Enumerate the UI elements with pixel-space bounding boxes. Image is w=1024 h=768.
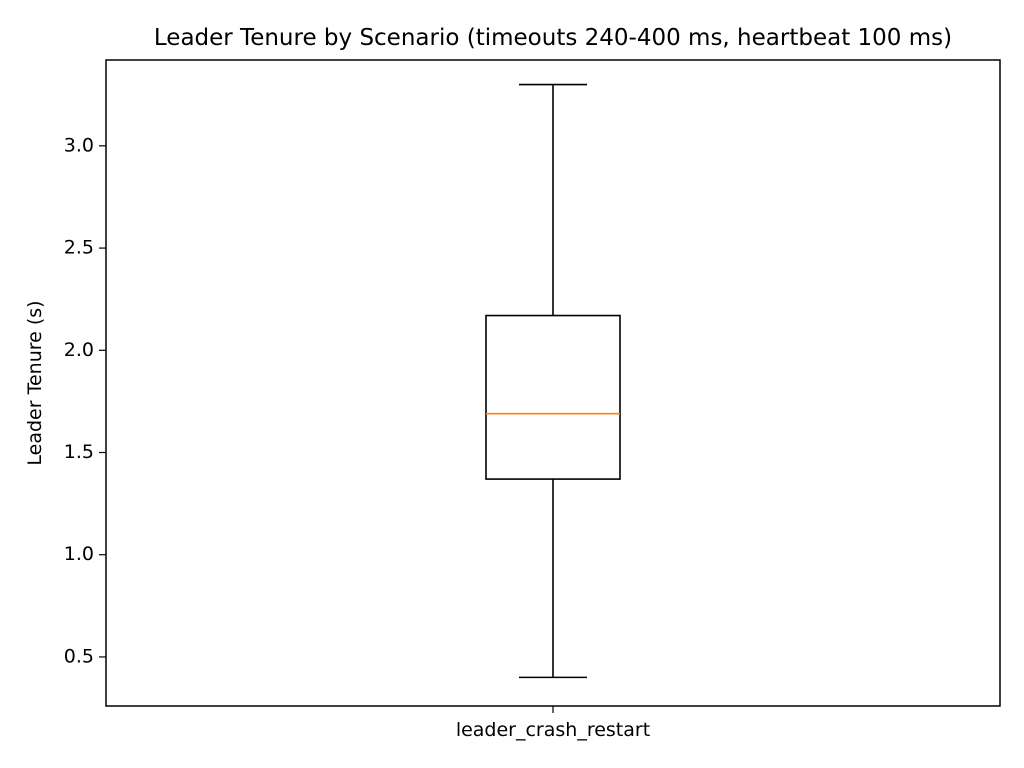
y-tick-label: 1.0	[64, 543, 94, 565]
y-tick-label: 2.5	[64, 237, 94, 259]
chart-title: Leader Tenure by Scenario (timeouts 240-…	[154, 25, 952, 51]
x-axis-ticks: leader_crash_restart	[456, 706, 650, 741]
x-tick-label: leader_crash_restart	[456, 719, 650, 741]
interquartile-box	[485, 314, 621, 480]
y-tick-label: 1.5	[64, 441, 94, 463]
y-axis-label: Leader Tenure (s)	[24, 300, 46, 465]
y-tick-label: 3.0	[64, 134, 94, 156]
box-plots	[485, 83, 621, 679]
y-axis-ticks: 0.5 1.0 1.5 2.0 2.5 3.0	[64, 134, 106, 667]
y-tick-label: 0.5	[64, 645, 94, 667]
y-tick-label: 2.0	[64, 339, 94, 361]
